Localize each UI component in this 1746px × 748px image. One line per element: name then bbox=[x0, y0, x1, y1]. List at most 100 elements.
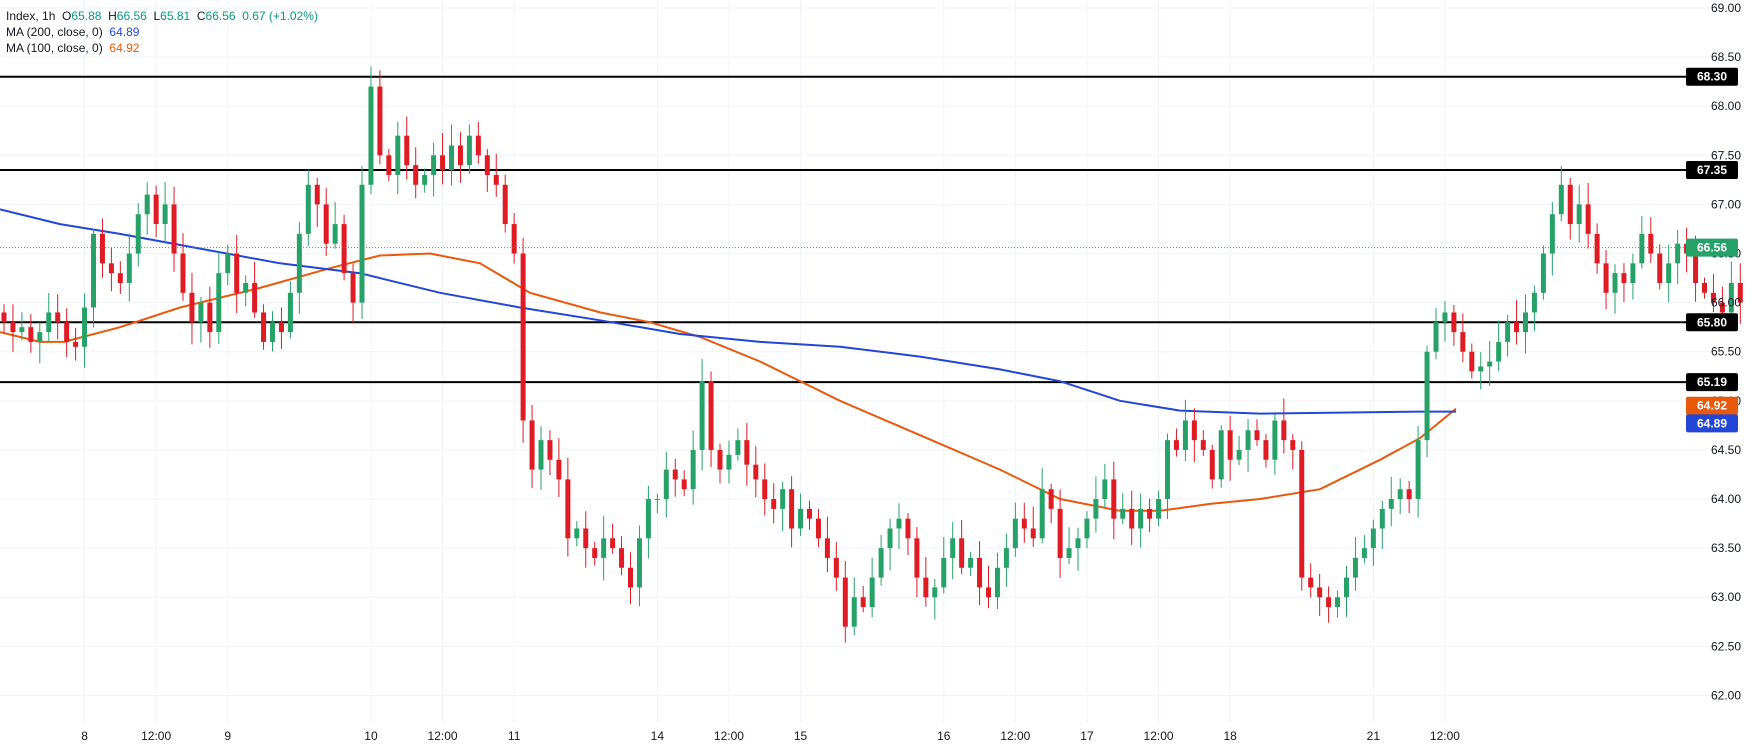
close-value: 66.56 bbox=[205, 9, 236, 23]
candle-body bbox=[529, 420, 535, 470]
candle-body bbox=[55, 312, 61, 323]
level-price-tag-bg bbox=[1686, 67, 1738, 86]
candle-body bbox=[1487, 361, 1493, 367]
ma100-row[interactable]: MA (100, close, 0) 64.92 bbox=[6, 40, 318, 56]
candle-body bbox=[1048, 489, 1054, 509]
candle-body bbox=[475, 135, 481, 156]
candle-body bbox=[484, 155, 490, 175]
candle-body bbox=[1111, 479, 1117, 519]
candle-body bbox=[1406, 489, 1412, 500]
candle-body bbox=[1290, 440, 1296, 450]
candle-body bbox=[252, 282, 258, 313]
candle-body bbox=[287, 292, 293, 333]
candle-body bbox=[744, 440, 750, 465]
price-axis[interactable]: 62.0062.5063.0063.5064.0064.5065.0065.50… bbox=[1711, 1, 1741, 702]
y-tick-label: 69.00 bbox=[1711, 1, 1741, 15]
candle-body bbox=[1648, 233, 1654, 254]
ma100-label: MA (100, close, 0) bbox=[6, 41, 103, 55]
candle-body bbox=[1075, 538, 1081, 549]
candle-body bbox=[1147, 508, 1153, 519]
ma200-line bbox=[0, 208, 1456, 415]
candle-body bbox=[270, 322, 275, 342]
candle-body bbox=[771, 499, 777, 509]
candle-body bbox=[628, 567, 633, 588]
candle-body bbox=[556, 459, 562, 480]
candle-body bbox=[753, 464, 759, 480]
candle-body bbox=[896, 518, 902, 529]
candle-body bbox=[798, 508, 804, 529]
x-tick-label: 12:00 bbox=[714, 729, 744, 743]
candle-body bbox=[1335, 597, 1341, 608]
candlesticks bbox=[1, 66, 1743, 643]
candle-body bbox=[404, 135, 410, 166]
level-price-tag: 67.35 bbox=[1697, 163, 1727, 177]
open-label: O bbox=[62, 9, 72, 23]
candle-body bbox=[207, 302, 213, 333]
last-price-tag: 66.56 bbox=[1697, 241, 1727, 255]
candle-body bbox=[986, 587, 991, 598]
y-tick-label: 62.50 bbox=[1711, 639, 1741, 653]
candle-body bbox=[1245, 430, 1251, 450]
candle-body bbox=[28, 327, 34, 342]
close-label: C bbox=[196, 9, 206, 23]
candle-body bbox=[1227, 430, 1233, 460]
candle-body bbox=[815, 518, 821, 539]
candle-body bbox=[1156, 499, 1162, 519]
x-tick-label: 12:00 bbox=[1430, 729, 1460, 743]
candle-body bbox=[1012, 518, 1018, 549]
candle-body bbox=[1084, 518, 1090, 539]
candle-body bbox=[1594, 233, 1600, 264]
candle-body bbox=[1737, 282, 1743, 303]
candle-body bbox=[1039, 489, 1045, 539]
candle-body bbox=[386, 155, 392, 175]
candle-body bbox=[1630, 263, 1636, 283]
candle-body bbox=[1344, 577, 1349, 598]
price-tags: 68.30 67.35 65.80 65.19 66.56 64.92 64.89 bbox=[1686, 67, 1738, 433]
candle-body bbox=[135, 214, 141, 254]
x-tick-label: 8 bbox=[81, 729, 88, 743]
candle-body bbox=[180, 253, 186, 293]
chart-legend: Index, 1h O65.88 H66.56 L65.81 C66.56 0.… bbox=[6, 8, 318, 56]
candle-body bbox=[449, 145, 454, 171]
candle-body bbox=[1263, 440, 1269, 460]
ma100-price-tag-bg bbox=[1686, 396, 1738, 415]
candle-body bbox=[314, 184, 320, 205]
candle-body bbox=[162, 204, 168, 225]
candle-body bbox=[1093, 499, 1099, 519]
candle-body bbox=[1397, 489, 1403, 500]
ma200-value: 64.89 bbox=[109, 25, 140, 39]
candle-body bbox=[592, 548, 598, 558]
candle-body bbox=[833, 557, 839, 578]
x-tick-label: 10 bbox=[364, 729, 378, 743]
candle-body bbox=[1021, 518, 1027, 529]
candle-body bbox=[1388, 499, 1394, 509]
candle-body bbox=[1558, 184, 1564, 215]
y-tick-label: 64.50 bbox=[1711, 443, 1741, 457]
candle-body bbox=[332, 224, 338, 244]
candle-body bbox=[645, 499, 651, 539]
time-axis[interactable]: 8 12:00 9 10 12:00 11 14 12:00 15 16 12:00 17 12:00 1… bbox=[81, 729, 1460, 743]
open-value: 65.88 bbox=[71, 9, 102, 23]
level-price-tag: 68.30 bbox=[1697, 70, 1727, 84]
candle-body bbox=[493, 174, 499, 185]
y-tick-label: 62.00 bbox=[1711, 688, 1741, 702]
candle-body bbox=[1496, 341, 1502, 362]
candle-body bbox=[1442, 312, 1448, 323]
candle-body bbox=[923, 577, 929, 598]
ma200-row[interactable]: MA (200, close, 0) 64.89 bbox=[6, 24, 318, 40]
candle-body bbox=[1281, 420, 1287, 441]
candle-body bbox=[681, 479, 687, 490]
candle-body bbox=[64, 322, 70, 342]
candle-body bbox=[1639, 233, 1645, 264]
candle-body bbox=[1066, 548, 1072, 558]
candle-body bbox=[1719, 302, 1725, 313]
y-tick-label: 63.00 bbox=[1711, 590, 1741, 604]
ma200-price-tag-bg bbox=[1686, 414, 1738, 433]
candle-body bbox=[932, 587, 938, 598]
candle-body bbox=[1030, 528, 1036, 539]
x-tick-label: 16 bbox=[937, 729, 951, 743]
candle-body bbox=[1505, 322, 1511, 342]
candle-body bbox=[37, 332, 43, 342]
candle-body bbox=[1057, 508, 1063, 558]
